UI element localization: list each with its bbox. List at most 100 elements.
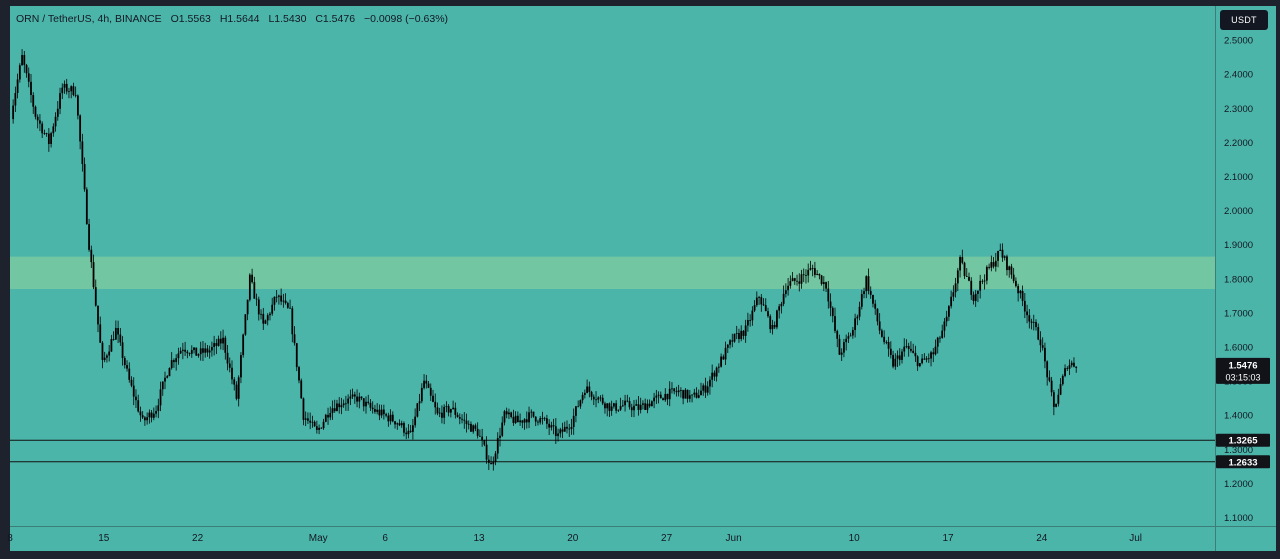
candle (255, 293, 258, 306)
candle (805, 269, 807, 284)
candle-body (280, 295, 283, 302)
candle (666, 393, 669, 406)
candle-body (121, 342, 124, 359)
candle-body (291, 308, 294, 335)
symbol-legend: ORN / TetherUS, 4h, BINANCE O1.5563 H1.5… (16, 13, 448, 25)
price-tick-label: 1.6000 (1224, 342, 1253, 353)
candle (371, 401, 374, 414)
candle (561, 422, 564, 439)
candle (213, 335, 216, 356)
candle (159, 381, 162, 412)
candle-body (548, 423, 551, 428)
candle (74, 86, 77, 98)
candle (231, 360, 233, 385)
candle-body (898, 355, 901, 360)
candle (217, 335, 220, 347)
candle-body (77, 95, 79, 116)
candle-body (385, 414, 387, 416)
candle-body (333, 408, 336, 412)
time-tick-label: 10 (849, 533, 861, 544)
candle-body (867, 276, 870, 291)
candle (139, 406, 142, 422)
currency-button[interactable]: USDT (1220, 10, 1268, 30)
candle (458, 413, 461, 425)
candle-body (635, 404, 638, 406)
candle-body (615, 403, 618, 411)
candle-body (829, 301, 832, 308)
candle-body (161, 381, 164, 390)
candle (362, 397, 365, 412)
candle-body (382, 409, 385, 415)
candle (619, 397, 622, 412)
candle-body (773, 324, 776, 328)
candle-body (126, 365, 128, 369)
candle-body (791, 278, 794, 282)
candle-body (720, 356, 722, 367)
candle (695, 387, 698, 399)
candle (988, 263, 990, 270)
candle-body (706, 386, 709, 393)
candle (724, 341, 727, 366)
candle-body (925, 358, 928, 360)
candle (985, 265, 988, 285)
candle-body (1052, 392, 1055, 407)
candle-body (362, 398, 365, 407)
time-axis[interactable] (10, 526, 1215, 551)
candle (693, 388, 696, 398)
candle-body (936, 337, 939, 347)
candle-body (481, 436, 484, 441)
candle (168, 367, 171, 377)
candle-body (492, 461, 495, 465)
candle (898, 348, 901, 366)
candle-body (18, 65, 21, 80)
candle (836, 329, 839, 348)
candle (717, 363, 720, 373)
candle (18, 63, 21, 83)
candle (179, 347, 182, 354)
candle-body (1057, 394, 1060, 404)
candle (932, 348, 935, 363)
candle (572, 408, 575, 435)
candle (878, 313, 881, 335)
candle-body (208, 350, 211, 353)
candle-body (360, 396, 363, 399)
candle-body (885, 341, 888, 343)
candle (856, 314, 859, 326)
candle (1061, 374, 1064, 386)
candle (257, 296, 260, 321)
candle (121, 336, 124, 366)
candle-body (608, 403, 611, 411)
candle (483, 439, 486, 447)
price-tick-label: 1.7000 (1224, 308, 1253, 319)
symbol-name: ORN / TetherUS, 4h, BINANCE (16, 13, 162, 25)
candle (353, 391, 356, 404)
candle (365, 396, 367, 414)
candle (885, 340, 888, 345)
candle-body (1070, 362, 1073, 366)
high-value: H1.5644 (219, 13, 260, 25)
candle-body (315, 426, 318, 430)
candle (329, 406, 332, 421)
candle-body (449, 409, 452, 413)
candle (682, 389, 685, 405)
candle-body (313, 421, 316, 427)
candle-body (438, 412, 441, 414)
candle (514, 411, 517, 425)
candle (646, 399, 649, 414)
candle (447, 404, 450, 417)
candle-body (74, 94, 77, 96)
candle (1059, 378, 1062, 396)
candle-body (286, 303, 289, 308)
candle-body (251, 274, 253, 283)
candle (624, 394, 626, 412)
candle (342, 399, 345, 408)
candle-body (851, 329, 854, 336)
candle-body (235, 384, 238, 399)
candle (642, 400, 644, 410)
candle-body (204, 348, 207, 353)
candle-body (1032, 321, 1035, 323)
candle-body (159, 389, 162, 406)
candle-body (237, 377, 240, 399)
candle (1075, 366, 1078, 373)
